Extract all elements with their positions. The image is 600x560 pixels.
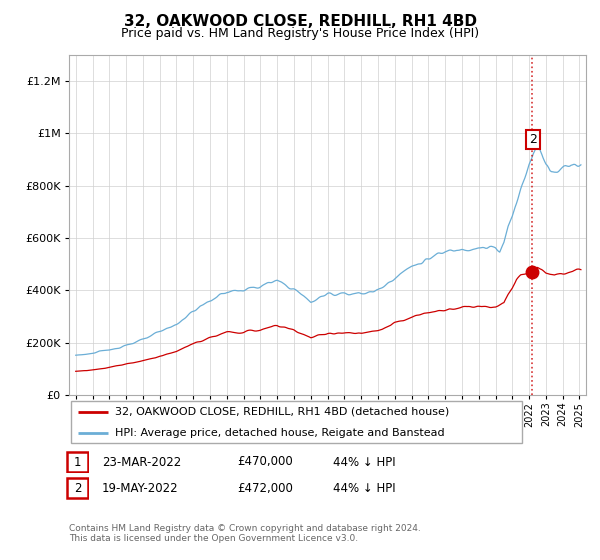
- Text: HPI: Average price, detached house, Reigate and Banstead: HPI: Average price, detached house, Reig…: [115, 428, 444, 438]
- Text: 32, OAKWOOD CLOSE, REDHILL, RH1 4BD: 32, OAKWOOD CLOSE, REDHILL, RH1 4BD: [124, 14, 476, 29]
- Text: 2: 2: [529, 133, 537, 146]
- Text: 23-MAR-2022: 23-MAR-2022: [102, 455, 181, 469]
- Text: Price paid vs. HM Land Registry's House Price Index (HPI): Price paid vs. HM Land Registry's House …: [121, 27, 479, 40]
- Text: 2: 2: [74, 482, 81, 495]
- Text: 19-MAY-2022: 19-MAY-2022: [102, 482, 179, 495]
- FancyBboxPatch shape: [71, 401, 522, 444]
- Text: Contains HM Land Registry data © Crown copyright and database right 2024.
This d: Contains HM Land Registry data © Crown c…: [69, 524, 421, 543]
- Text: 44% ↓ HPI: 44% ↓ HPI: [333, 482, 395, 495]
- Text: 32, OAKWOOD CLOSE, REDHILL, RH1 4BD (detached house): 32, OAKWOOD CLOSE, REDHILL, RH1 4BD (det…: [115, 407, 449, 417]
- FancyBboxPatch shape: [67, 478, 88, 498]
- Text: 44% ↓ HPI: 44% ↓ HPI: [333, 455, 395, 469]
- FancyBboxPatch shape: [67, 452, 88, 472]
- Text: £470,000: £470,000: [237, 455, 293, 469]
- Text: £472,000: £472,000: [237, 482, 293, 495]
- Text: 1: 1: [74, 455, 81, 469]
